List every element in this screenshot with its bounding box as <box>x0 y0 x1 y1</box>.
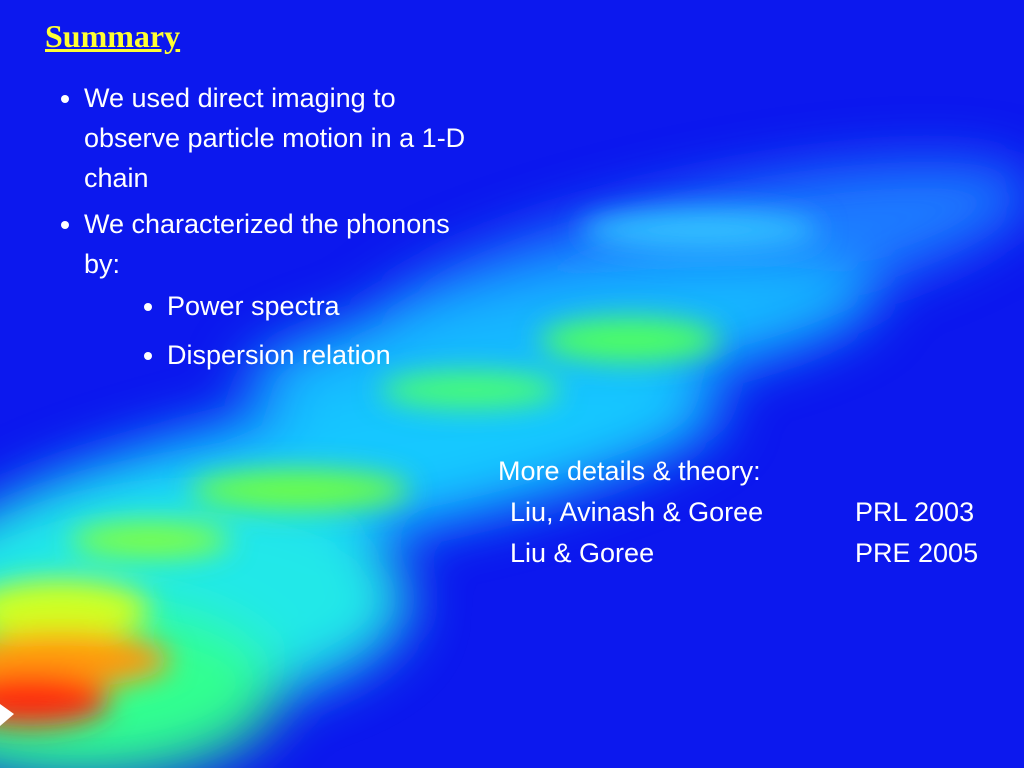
reference-row: Liu & Goree PRE 2005 <box>510 533 978 574</box>
bullet-text: We used direct imaging to observe partic… <box>84 83 466 193</box>
bullet: We used direct imaging to observe partic… <box>84 78 484 198</box>
references: More details & theory: Liu, Avinash & Go… <box>498 451 978 574</box>
hot-spots <box>0 210 820 726</box>
reference-journal: PRE 2005 <box>855 538 979 568</box>
sub-bullet: Dispersion relation <box>167 335 484 375</box>
references-heading: More details & theory: <box>498 456 761 486</box>
sub-bullet: Power spectra <box>167 286 484 326</box>
bullet-text: We characterized the phonons by: <box>84 209 450 279</box>
references-table: Liu, Avinash & Goree PRL 2003 Liu & Goree P… <box>510 492 978 574</box>
bullet-list: We used direct imaging to observe partic… <box>46 78 484 384</box>
reference-authors: Liu, Avinash & Goree <box>510 497 764 527</box>
reference-journal: PRL 2003 <box>855 497 975 527</box>
marker <box>0 704 14 726</box>
reference-authors: Liu & Goree <box>510 538 655 568</box>
bullet: We characterized the phonons by:Power sp… <box>84 204 484 375</box>
sub-bullet-list: Power spectra Dispersion relation <box>84 286 484 375</box>
reference-row: Liu, Avinash & Goree PRL 2003 <box>510 492 978 533</box>
title: Summary <box>45 18 181 54</box>
